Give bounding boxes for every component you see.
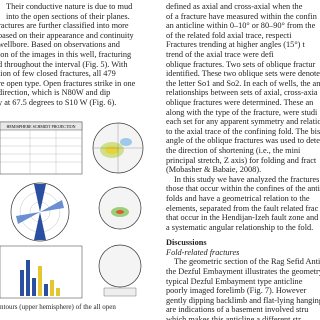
text-line: an anticline within 0–10° or 80–90° from… (166, 21, 316, 31)
text-line: to the axial trace of the confining fold… (166, 126, 320, 136)
text-line: the Dezful Embayment illustrates the geo… (166, 266, 320, 276)
right-column: defined as axial and cross-axial when th… (166, 0, 320, 320)
text-line: defined as axial and cross-axial when th… (166, 2, 303, 11)
text-line: of a fracture have measured within the c… (166, 11, 317, 21)
text-line: a systematic angular relationship to the… (166, 222, 314, 232)
text-line: the letter So1 and So2. In each of wells… (166, 78, 320, 88)
text-line: that occur in the Hendijan-Izeh fault zo… (166, 213, 319, 223)
text-line: the direction of shortening (i.e., the m… (166, 146, 301, 155)
text-line: gently dipping backlimb and flat-lying h… (166, 295, 320, 305)
text-line: Their conductive nature is due to mud (6, 2, 133, 11)
text-line: folds and have a geometrical relation to… (166, 194, 310, 203)
text-line: ion of the images in this well, fracturi… (0, 50, 132, 59)
text-line: which makes this anticline a different s… (166, 314, 301, 320)
text-line: Discussions (166, 238, 207, 248)
text-line: along with the type of the fracture, wer… (166, 107, 318, 117)
text-line: tion of few closed fractures, all 479 (0, 69, 116, 79)
text-line: typical Dezful Embayment type anticline (166, 276, 303, 286)
text-line: based on their appearance and continuity (0, 30, 134, 40)
text-line: each set for any apparent symmetry and r… (166, 117, 320, 127)
text-line: In this study we have analyzed the fract… (174, 174, 320, 184)
text-line: of the related fold axial trace, respect… (166, 30, 292, 40)
text-line: The geometric section of the Rag Sefid A… (174, 257, 320, 267)
text-line: re open type. Open fractures strike in o… (0, 78, 136, 88)
text-line: relationships between sets of axial, cro… (166, 88, 318, 98)
text-line: d throughout the interval (Fig. 5). With (0, 59, 128, 69)
text-line: ractures are further classified into mor… (0, 21, 129, 31)
text-line: oblique fractures. Two sets of oblique f… (166, 59, 316, 69)
figure-caption: ntours (upper hemisphere) of the all ope… (0, 303, 116, 311)
text-line: direction, which is N80W and dip (0, 88, 111, 98)
text-line: (Mobasher & Babaie, 2008). (166, 165, 262, 175)
text-line: principal stretch, Z axis) for folding a… (166, 155, 317, 165)
text-line: y at 67.5 degrees to S10 W (Fig. 6). (0, 98, 117, 107)
text-line: those that occur within the confines of … (166, 184, 320, 194)
text-line: are indications of a basement involved s… (166, 305, 309, 315)
text-line: identified. These two oblique sets were … (166, 69, 320, 79)
text-line: Fractures trending at higher angles (15°… (166, 40, 305, 50)
left-column: Their conductive nature is due to mud int… (0, 0, 158, 118)
text-line: angle of the oblique fractures was used … (166, 136, 320, 146)
text-line: oblique fractures were determined. These… (166, 98, 314, 107)
figure: HEMISPHERE SCHMIDT PROJECTION (0, 121, 144, 299)
text-line: poorly imaged forelimb (Fig. 7). However (166, 286, 307, 296)
text-line: into the open sections of their planes. (6, 11, 130, 21)
figure-header: HEMISPHERE SCHMIDT PROJECTION (6, 124, 75, 129)
text-line: elements, separated from the fault relat… (166, 203, 319, 213)
text-line: wellbore. Based on observations and (0, 40, 120, 50)
text-line: trend of the axial trace were defi (166, 50, 274, 59)
text-line: Fold-related fractures (166, 247, 240, 257)
